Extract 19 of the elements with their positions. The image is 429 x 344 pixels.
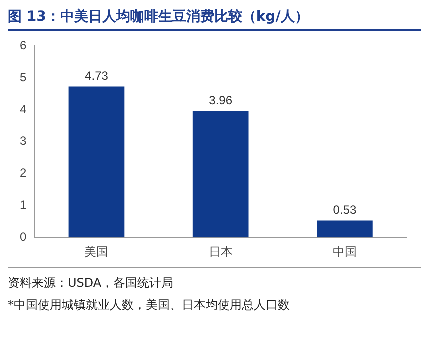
y-tick-label: 4: [20, 102, 27, 116]
bar: [317, 220, 373, 238]
bar: [192, 111, 249, 238]
text: *中国使用城镇就业人数，美国、日本均使用总人口数: [8, 297, 291, 314]
data-label: 0.53: [333, 203, 357, 218]
y-tick-label: 2: [20, 166, 27, 180]
y-tick-label: 3: [20, 134, 27, 148]
y-tick-label: 5: [20, 70, 27, 84]
data-label: 4.73: [85, 69, 109, 84]
bar: [68, 86, 125, 238]
x-tick-label: 日本: [208, 244, 233, 259]
y-tick-label: 0: [20, 230, 27, 244]
text: 资料来源：USDA，各国统计局: [8, 275, 175, 292]
y-tick-label: 1: [20, 198, 27, 212]
x-tick-label: 美国: [84, 244, 109, 259]
y-tick-label: 6: [20, 38, 27, 53]
data-label: 3.96: [209, 94, 233, 108]
chart-title: 图 13：中美日人均咖啡生豆消费比较（kg/人）: [8, 8, 421, 31]
x-tick-label: 中国: [332, 244, 357, 259]
